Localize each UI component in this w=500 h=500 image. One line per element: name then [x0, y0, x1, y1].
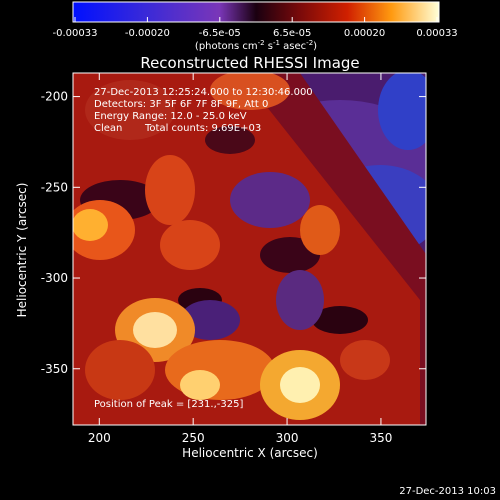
x-axis-ticks: 200 250 300 350: [88, 73, 392, 445]
colorbar-ticks: -0.00033 -0.00020 -6.5e-05 6.5e-05 0.00020 0.…: [53, 17, 458, 39]
colorbar-tick-label: -0.00033: [53, 28, 98, 39]
colorbar: -0.00033 -0.00020 -6.5e-05 6.5e-05 0.00020 0.…: [53, 1, 458, 52]
y-axis-label: Heliocentric Y (arcsec): [15, 183, 29, 318]
colorbar-tick-label: -6.5e-05: [199, 28, 241, 39]
rhessi-image: [73, 73, 426, 425]
y-axis-ticks: -200 -250 -300 -350: [41, 90, 426, 376]
annotation-peak: Position of Peak = [231.,-325]: [94, 399, 243, 410]
x-tick-label: 200: [88, 431, 111, 445]
colorbar-tick-label: 6.5e-05: [273, 28, 311, 39]
timestamp: 27-Dec-2013 10:03: [399, 486, 496, 497]
y-tick-label: -200: [41, 90, 68, 104]
x-tick-label: 250: [182, 431, 205, 445]
colorbar-tick-label: 0.00020: [344, 28, 385, 39]
x-axis-label: Heliocentric X (arcsec): [182, 446, 318, 460]
y-tick-label: -300: [41, 271, 68, 285]
plot-frame: [72, 72, 427, 426]
x-tick-label: 300: [276, 431, 299, 445]
colorbar-gradient: [72, 1, 440, 23]
colorbar-tick-label: -0.00020: [125, 28, 170, 39]
plot-title: Reconstructed RHESSI Image: [140, 54, 359, 72]
annotation-energy: Energy Range: 12.0 - 25.0 keV: [94, 111, 247, 122]
colorbar-unit: (photons cm-2 s-1 asec-2): [195, 39, 317, 52]
colorbar-tick-label: 0.00033: [416, 28, 457, 39]
annotation-time-range: 27-Dec-2013 12:25:24.000 to 12:30:46.000: [94, 87, 313, 98]
y-tick-label: -350: [41, 362, 68, 376]
annotation-counts: Total counts: 9.69E+03: [144, 123, 261, 134]
x-tick-label: 350: [369, 431, 392, 445]
annotation-detectors: Detectors: 3F 5F 6F 7F 8F 9F, Att 0: [94, 99, 268, 110]
y-tick-label: -250: [41, 180, 68, 194]
annotation-clean: Clean: [94, 123, 122, 134]
